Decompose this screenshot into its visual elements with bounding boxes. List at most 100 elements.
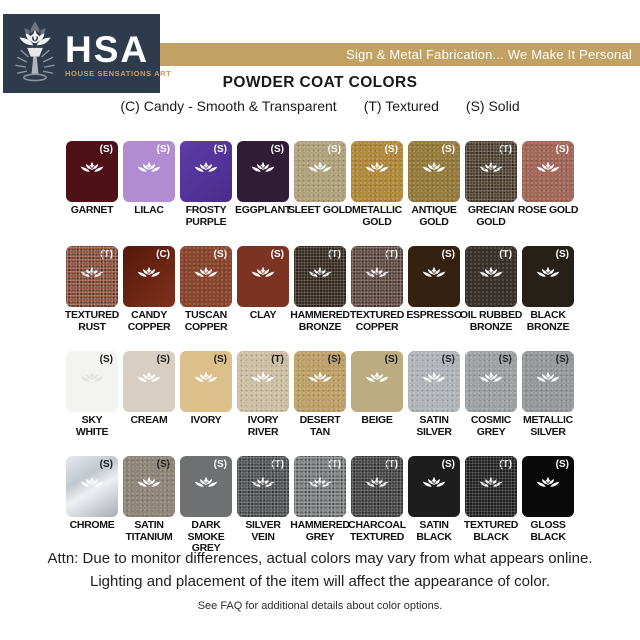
swatch-cell-candy-copper: (C) CANDY COPPER: [123, 246, 175, 351]
color-swatch-espresso: (S): [408, 246, 460, 307]
color-swatch-frosty-purple: (S): [180, 141, 232, 202]
swatch-label-tuscan-copper: TUSCAN COPPER: [184, 309, 228, 333]
swatch-label-hammered-grey: HAMMERED GREY: [290, 519, 350, 543]
color-swatch-hammered-bronze: (T): [294, 246, 346, 307]
finish-code: (T): [499, 459, 512, 470]
swatch-label-textured-rust: TEXTURED RUST: [64, 309, 120, 333]
tagline-text: Sign & Metal Fabrication... We Make It P…: [346, 47, 632, 62]
swatch-cell-gloss-black: (S) GLOSS BLACK: [522, 456, 574, 561]
swatch-cell-oil-rubbed-bronze: (T) OIL RUBBED BRONZE: [460, 246, 522, 351]
finish-code: (T): [499, 144, 512, 155]
finish-code: (S): [384, 354, 398, 365]
lotus-icon: [194, 476, 218, 487]
swatch-label-sleet-gold: SLEET GOLD: [287, 204, 353, 216]
swatch-label-espresso: ESPRESSO: [406, 309, 462, 321]
swatch-cell-rose-gold: (S) ROSE GOLD: [518, 141, 578, 246]
swatch-cell-dark-smoke-grey: (S) DARK SMOKE GREY: [180, 456, 232, 561]
color-swatch-textured-rust: (T): [66, 246, 118, 307]
color-swatch-satin-black: (S): [408, 456, 460, 517]
color-swatch-beige: (S): [351, 351, 403, 412]
color-swatch-tuscan-copper: (S): [180, 246, 232, 307]
color-swatch-ivory-river: (T): [237, 351, 289, 412]
lotus-icon: [80, 476, 104, 487]
swatch-label-satin-titanium: SATIN TITANIUM: [125, 519, 173, 543]
finish-code: (S): [270, 144, 284, 155]
swatch-label-antique-gold: ANTIQUE GOLD: [411, 204, 457, 228]
finish-code: (T): [499, 249, 512, 260]
finish-code: (S): [498, 354, 512, 365]
finish-code: (S): [156, 354, 170, 365]
swatch-cell-cream: (S) CREAM: [123, 351, 175, 456]
lotus-icon: [536, 476, 560, 487]
swatch-label-gloss-black: GLOSS BLACK: [530, 519, 566, 543]
lotus-icon: [365, 371, 389, 382]
swatch-label-rose-gold: ROSE GOLD: [517, 204, 579, 216]
logo-subtitle: HOUSE SENSATIONS ART: [65, 69, 172, 79]
swatch-cell-sky-white: (S) SKY WHITE: [66, 351, 118, 456]
swatch-label-candy-copper: CANDY COPPER: [127, 309, 171, 333]
swatch-cell-charcoal-textured: (T) CHARCOAL TEXTURED: [348, 456, 406, 561]
finish-code: (S): [327, 144, 341, 155]
lotus-icon: [365, 161, 389, 172]
legend-textured: (T) Textured: [363, 98, 439, 114]
finish-code: (S): [156, 459, 170, 470]
color-swatch-oil-rubbed-bronze: (T): [465, 246, 517, 307]
finish-code: (S): [99, 144, 113, 155]
logo-acronym: HSA: [65, 28, 150, 70]
finish-code: (S): [441, 144, 455, 155]
swatch-cell-textured-rust: (T) TEXTURED RUST: [65, 246, 119, 351]
swatch-label-garnet: GARNET: [70, 204, 114, 216]
lotus-icon: [251, 371, 275, 382]
swatch-cell-cosmic-grey: (S) COSMIC GREY: [465, 351, 517, 456]
lotus-icon: [308, 161, 332, 172]
finish-code: (S): [99, 459, 113, 470]
swatch-cell-sleet-gold: (S) SLEET GOLD: [288, 141, 352, 246]
swatch-cell-tuscan-copper: (S) TUSCAN COPPER: [180, 246, 232, 351]
finish-code: (T): [328, 459, 341, 470]
lotus-icon: [479, 476, 503, 487]
swatch-grid: (S) GARNET (S) LILAC (S) FROSTY PURPLE (S) EGGP…: [65, 141, 578, 561]
legend-candy: (C) Candy - Smooth & Transparent: [120, 98, 337, 114]
swatch-label-charcoal-textured: CHARCOAL TEXTURED: [348, 519, 406, 543]
finish-code: (S): [270, 249, 284, 260]
finish-code: (S): [555, 354, 569, 365]
lotus-icon: [422, 476, 446, 487]
color-swatch-sky-white: (S): [66, 351, 118, 412]
finish-code: (S): [384, 144, 398, 155]
lotus-icon: [422, 266, 446, 277]
color-swatch-textured-black: (T): [465, 456, 517, 517]
color-swatch-desert-tan: (S): [294, 351, 346, 412]
swatch-label-sky-white: SKY WHITE: [75, 414, 109, 438]
finish-code: (S): [441, 459, 455, 470]
finish-code: (S): [213, 144, 227, 155]
lotus-icon: [308, 476, 332, 487]
swatch-cell-satin-titanium: (S) SATIN TITANIUM: [123, 456, 175, 561]
color-swatch-gloss-black: (S): [522, 456, 574, 517]
swatch-label-metallic-gold: METALLIC GOLD: [352, 204, 402, 228]
faq-note: See FAQ for additional details about col…: [197, 600, 443, 612]
page-title: POWDER COAT COLORS: [222, 74, 418, 91]
color-swatch-antique-gold: (S): [408, 141, 460, 202]
lotus-icon: [479, 266, 503, 277]
swatch-cell-antique-gold: (S) ANTIQUE GOLD: [408, 141, 460, 246]
swatch-label-textured-black: TEXTURED BLACK: [463, 519, 519, 543]
lotus-icon: [536, 161, 560, 172]
color-swatch-dark-smoke-grey: (S): [180, 456, 232, 517]
finish-legend: (C) Candy - Smooth & Transparent (T) Tex…: [0, 98, 640, 114]
swatch-label-ivory-river: IVORY RIVER: [247, 414, 279, 438]
disclaimer-line-2: Lighting and placement of the item will …: [89, 572, 550, 590]
finish-code: (S): [555, 249, 569, 260]
lotus-icon: [80, 371, 104, 382]
swatch-cell-black-bronze: (S) BLACK BRONZE: [522, 246, 574, 351]
swatch-cell-hammered-bronze: (T) HAMMERED BRONZE: [290, 246, 350, 351]
monitor-disclaimer: Attn: Due to monitor differences, actual…: [0, 548, 640, 593]
finish-code: (T): [271, 459, 284, 470]
swatch-cell-espresso: (S) ESPRESSO: [406, 246, 462, 351]
swatch-label-lilac: LILAC: [134, 204, 164, 216]
color-swatch-metallic-gold: (S): [351, 141, 403, 202]
swatch-label-dark-smoke-grey: DARK SMOKE GREY: [187, 519, 225, 555]
swatch-label-ivory: IVORY: [190, 414, 222, 426]
swatch-label-clay: CLAY: [249, 309, 277, 321]
swatch-cell-textured-black: (T) TEXTURED BLACK: [464, 456, 518, 561]
color-swatch-clay: (S): [237, 246, 289, 307]
